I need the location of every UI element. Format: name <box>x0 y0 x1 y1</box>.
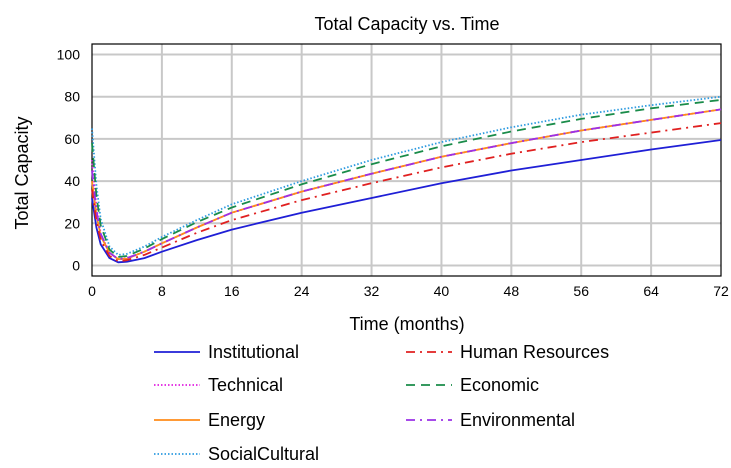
series-line-7 <box>91 108 722 261</box>
x-tick-label: 72 <box>713 283 729 299</box>
x-tick-label: 56 <box>573 283 589 299</box>
y-tick-label: 0 <box>72 257 80 273</box>
x-tick-label: 16 <box>224 283 240 299</box>
x-tick-label: 24 <box>294 283 310 299</box>
x-axis-label: Time (months) <box>349 314 464 334</box>
x-tick-label: 32 <box>364 283 380 299</box>
legend-label: Institutional <box>208 342 299 362</box>
x-axis-ticks: 0 8 16 24 32 40 48 56 64 72 <box>88 283 729 299</box>
x-tick-label: 64 <box>643 283 659 299</box>
legend-label: SocialCultural <box>208 444 319 464</box>
legend: Institutional Technical Energy SocialCultur… <box>154 342 609 464</box>
legend-label: Environmental <box>460 410 575 430</box>
y-tick-label: 60 <box>64 131 80 147</box>
y-tick-label: 40 <box>64 173 80 189</box>
series-group <box>91 95 722 264</box>
grid <box>92 44 721 276</box>
series-line-1 <box>91 139 722 264</box>
series-line-4 <box>91 95 722 256</box>
y-tick-label: 100 <box>57 47 81 63</box>
x-tick-label: 40 <box>434 283 450 299</box>
legend-label: Technical <box>208 375 283 395</box>
y-tick-label: 20 <box>64 215 80 231</box>
legend-label: Energy <box>208 410 265 430</box>
series-line-6 <box>91 99 722 258</box>
chart-title: Total Capacity vs. Time <box>314 14 499 34</box>
y-axis-ticks: 0 20 40 60 80 100 <box>57 47 81 274</box>
y-tick-label: 80 <box>64 89 80 105</box>
y-axis-label: Total Capacity <box>12 116 32 229</box>
legend-label: Human Resources <box>460 342 609 362</box>
x-tick-label: 8 <box>158 283 166 299</box>
plot-area <box>91 43 722 277</box>
x-tick-label: 0 <box>88 283 96 299</box>
series-line-5 <box>91 122 722 263</box>
legend-label: Economic <box>460 375 539 395</box>
x-tick-label: 48 <box>504 283 520 299</box>
